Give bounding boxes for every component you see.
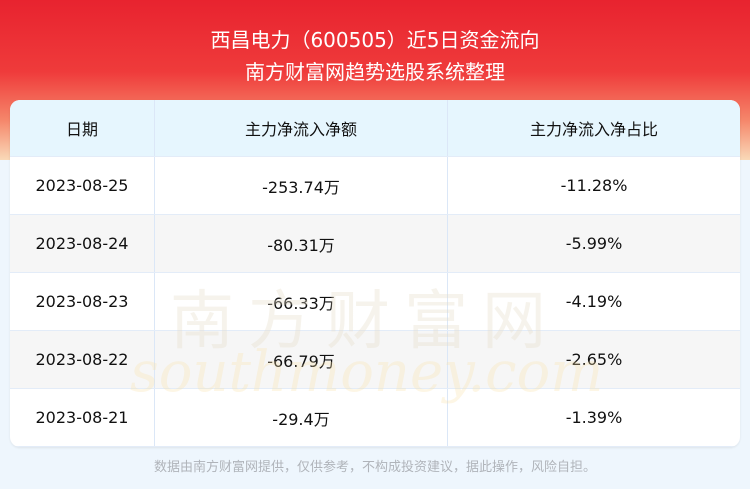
fund-flow-table: 日期 主力净流入净额 主力净流入净占比 2023-08-25 -253.74万 -1… <box>10 100 740 447</box>
table-row: 2023-08-24 -80.31万 -5.99% <box>10 215 740 273</box>
date-cell: 2023-08-25 <box>10 157 155 214</box>
column-header: 主力净流入净额 <box>155 100 448 156</box>
column-header: 日期 <box>10 100 155 156</box>
net-inflow-cell: -80.31万 <box>155 215 448 272</box>
net-inflow-cell: -29.4万 <box>155 389 448 446</box>
net-ratio-cell: -5.99% <box>565 234 623 253</box>
date-cell: 2023-08-23 <box>10 273 155 330</box>
disclaimer: 数据由南方财富网提供，仅供参考，不构成投资建议，据此操作，风险自担。 <box>153 460 596 475</box>
net-ratio-cell: -2.65% <box>565 350 623 369</box>
net-ratio-cell: -1.39% <box>565 408 623 427</box>
date-cell: 2023-08-22 <box>10 331 155 388</box>
column-header: 主力净流入净占比 <box>529 120 658 139</box>
net-ratio-cell: -11.28% <box>560 176 628 195</box>
date-cell: 2023-08-24 <box>10 215 155 272</box>
table-header: 日期 主力净流入净额 主力净流入净占比 <box>10 100 740 157</box>
table-row: 2023-08-25 -253.74万 -11.28% <box>10 157 740 215</box>
page-subtitle: 南方财富网趋势选股系统整理 <box>245 60 505 84</box>
date-cell: 2023-08-21 <box>10 389 155 446</box>
net-ratio-cell: -4.19% <box>565 292 623 311</box>
net-inflow-cell: -66.33万 <box>155 273 448 330</box>
page-title: 西昌电力（600505）近5日资金流向 <box>210 28 540 52</box>
table-row: 2023-08-21 -29.4万 -1.39% <box>10 389 740 447</box>
table-row: 2023-08-22 -66.79万 -2.65% <box>10 331 740 389</box>
net-inflow-cell: -66.79万 <box>155 331 448 388</box>
table-row: 2023-08-23 -66.33万 -4.19% <box>10 273 740 331</box>
net-inflow-cell: -253.74万 <box>155 157 448 214</box>
